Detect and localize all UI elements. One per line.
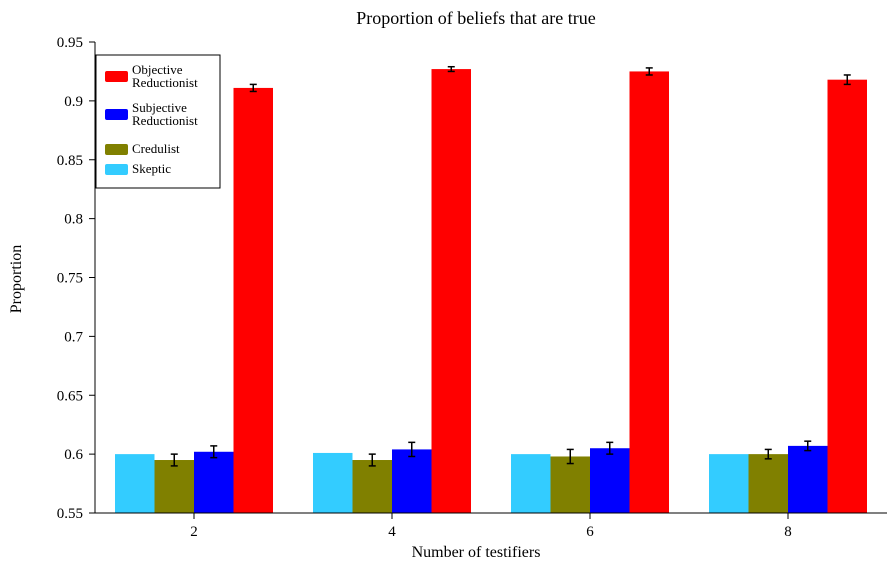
bar: [629, 71, 669, 513]
bar: [748, 454, 788, 513]
bar: [827, 79, 867, 514]
bar: [154, 460, 194, 513]
legend-label: Objective: [132, 62, 183, 77]
bar: [511, 454, 551, 513]
legend-label: Subjective: [132, 100, 187, 115]
bar: [313, 452, 353, 513]
chart-title: Proportion of beliefs that are true: [356, 8, 595, 28]
bar: [590, 448, 630, 513]
legend-label: Skeptic: [132, 161, 171, 176]
x-tick-label: 4: [388, 524, 396, 540]
bar: [392, 449, 432, 513]
y-tick-label: 0.65: [57, 388, 83, 404]
bar: [233, 87, 273, 514]
x-tick-label: 8: [784, 524, 792, 540]
y-tick-label: 0.55: [57, 506, 83, 522]
y-tick-label: 0.8: [64, 212, 83, 228]
y-tick-label: 0.85: [57, 153, 83, 169]
y-tick-label: 0.75: [57, 271, 83, 287]
x-tick-label: 6: [586, 524, 594, 540]
y-tick-label: 0.6: [64, 447, 83, 463]
bar: [115, 454, 155, 513]
bars-layer: [115, 65, 867, 514]
bar: [194, 451, 234, 513]
legend-label: Reductionist: [132, 75, 198, 90]
legend-swatch: [105, 71, 128, 82]
x-axis-label: Number of testifiers: [412, 544, 541, 561]
bar: [709, 454, 749, 513]
y-axis-label: Proportion: [8, 245, 25, 313]
legend-swatch: [105, 109, 128, 120]
x-tick-label: 2: [190, 524, 198, 540]
bar: [788, 445, 828, 513]
bar: [550, 456, 590, 513]
bar: [352, 460, 392, 513]
legend: ObjectiveReductionistSubjectiveReduction…: [95, 54, 221, 189]
y-tick-label: 0.9: [64, 94, 83, 110]
y-tick-label: 0.7: [64, 329, 83, 345]
legend-swatch: [105, 164, 128, 175]
axes-layer: 2 4 6 8 0.55 0.6 0.65 0.7 0.75 0.8 0.85 0.9 0.95: [57, 35, 887, 540]
legend-swatch: [105, 144, 128, 155]
bar: [431, 69, 471, 514]
legend-label: Credulist: [132, 141, 180, 156]
y-tick-label: 0.95: [57, 35, 83, 51]
legend-label: Reductionist: [132, 113, 198, 128]
